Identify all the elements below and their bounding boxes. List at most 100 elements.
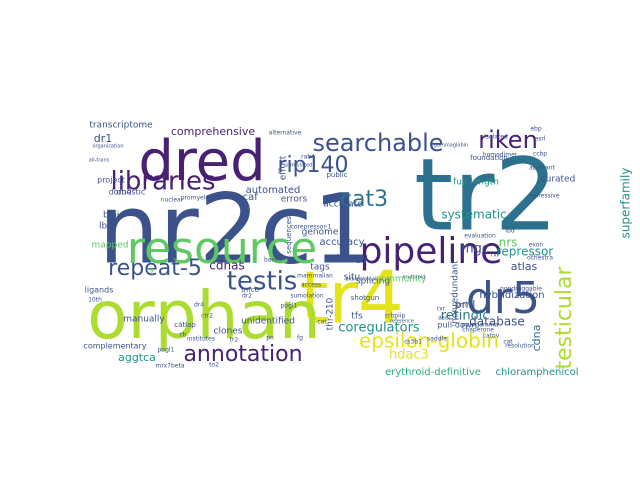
cloud-word-10th: 10th bbox=[88, 297, 102, 304]
cloud-word-fg: fg bbox=[297, 335, 303, 342]
cloud-word-catlap: catlap bbox=[174, 321, 196, 329]
cloud-word-pml: pml bbox=[455, 298, 476, 311]
cloud-word-rxr: rxr bbox=[437, 306, 446, 313]
cloud-word-systematic: systematic bbox=[441, 208, 506, 222]
cloud-word-thr-210: thr-210 bbox=[326, 297, 336, 330]
cloud-word-promyelocytic: promyelocytic bbox=[181, 195, 223, 202]
cloud-word-mapped: mapped bbox=[92, 241, 129, 251]
cloud-word-ontology: ontology bbox=[324, 253, 368, 264]
cloud-word-pogl1: pogl1 bbox=[281, 303, 298, 310]
cloud-word-cs3b1: cs3b1 bbox=[404, 339, 422, 346]
cloud-word-tfs: tfs bbox=[351, 312, 363, 322]
cloud-word-cat: cat bbox=[317, 319, 327, 326]
cloud-word-public: public bbox=[326, 171, 347, 179]
cloud-word-exon: exon bbox=[529, 242, 544, 249]
cloud-word-errors: errors bbox=[281, 195, 308, 205]
cloud-word-pipeline: pipeline bbox=[360, 231, 503, 272]
cloud-word-chaperone: chaperone bbox=[462, 327, 494, 334]
cloud-word-pml: pml bbox=[456, 302, 468, 309]
cloud-word-dr2: dr2 bbox=[242, 293, 252, 300]
cloud-word-chloramphenicol: chloramphenicol bbox=[495, 367, 578, 378]
cloud-word-resolution: resolution bbox=[505, 343, 535, 350]
cloud-word-nrs: nrs bbox=[499, 236, 518, 250]
cloud-word-coregulators: coregulators bbox=[338, 321, 420, 336]
cloud-word-transcriptome: transcriptome bbox=[89, 121, 153, 131]
cloud-word-orphan: orphan bbox=[87, 277, 321, 354]
cloud-word-shotgun: shotgun bbox=[351, 294, 379, 302]
cloud-word-rb: rb bbox=[180, 332, 186, 339]
cloud-word-genome: genome bbox=[302, 228, 339, 238]
cloud-word-tmc6: tmc6 bbox=[241, 286, 259, 294]
cloud-word-rab4: rab4 bbox=[301, 154, 315, 161]
cloud-word-organization: organization bbox=[92, 144, 123, 150]
cloud-word-effort: effort bbox=[279, 155, 289, 180]
cloud-word-mgc: mgc bbox=[461, 242, 489, 257]
cloud-word-retinoic: retinoic bbox=[441, 309, 490, 324]
cloud-word-repeat-5: repeat-5 bbox=[108, 256, 202, 281]
cloud-word-ochestra: ochestra bbox=[527, 255, 553, 262]
cloud-word-cdnas: cdnas bbox=[209, 259, 244, 273]
cloud-word-reference: reference bbox=[390, 319, 414, 325]
cloud-word-cat3: cat3 bbox=[340, 187, 388, 212]
cloud-word-aggtca: aggtca bbox=[118, 351, 156, 364]
cloud-word-bidirectional: bidirectional bbox=[346, 277, 377, 283]
cloud-word-to2: to2 bbox=[209, 362, 219, 369]
cloud-word-testis: testis bbox=[227, 267, 298, 297]
cloud-word-lbd: lbd bbox=[505, 228, 514, 235]
cloud-word-lbd: lbd bbox=[99, 222, 113, 232]
cloud-word-automated: automated bbox=[246, 185, 301, 196]
cloud-word-tr4: tr4 bbox=[300, 256, 404, 340]
cloud-word-pogl1: pogl1 bbox=[158, 347, 175, 354]
cloud-word-rs: rs bbox=[146, 266, 153, 275]
cloud-word-pull-down: pull-down bbox=[437, 321, 476, 330]
cloud-word-repressive: repressive bbox=[528, 193, 559, 200]
cloud-word-clones: clones bbox=[214, 327, 243, 337]
cloud-word-stimulated: stimulated bbox=[286, 163, 313, 169]
cloud-word-cdna: cdna bbox=[530, 325, 543, 352]
cloud-word-repressor: repressor bbox=[497, 245, 554, 259]
cloud-word-manually: manually bbox=[123, 315, 165, 325]
cloud-word-saddle: saddle bbox=[427, 336, 447, 343]
cloud-word-isolated: isolated bbox=[484, 134, 508, 141]
cloud-word-rip140: rip140 bbox=[277, 153, 348, 178]
cloud-word-all-trans: all-trans bbox=[89, 158, 110, 164]
cloud-word-nondruggable: nondruggable bbox=[500, 286, 542, 293]
cloud-word-gammaglobin: gammaglobin bbox=[434, 143, 468, 149]
cloud-word-foundation: foundation bbox=[470, 154, 508, 162]
cloud-word-mrx7beta: mrx7beta bbox=[155, 363, 184, 370]
cloud-word-hdac3: hdac3 bbox=[389, 348, 429, 363]
cloud-word-tags: tags bbox=[310, 263, 330, 273]
cloud-word-searchable: searchable bbox=[312, 129, 443, 157]
cloud-word-libraries: libraries bbox=[110, 167, 215, 197]
cloud-word-erythroid-definitive: erythroid-definitive bbox=[385, 367, 481, 378]
cloud-word-nonredundant: nonredundant bbox=[451, 260, 461, 324]
cloud-word-splicing: splicing bbox=[356, 277, 390, 287]
cloud-word-unidentified: unidentified bbox=[241, 317, 295, 327]
cloud-word-project: project bbox=[97, 176, 125, 185]
cloud-word-access: access bbox=[301, 282, 321, 289]
cloud-word-community: community bbox=[376, 275, 427, 285]
cloud-word-esrl: esrl bbox=[535, 136, 546, 143]
cloud-word-ccbp: ccbp bbox=[533, 151, 547, 158]
cloud-word-evaluation: evaluation bbox=[464, 233, 496, 240]
cloud-word-testicular: testicular bbox=[552, 266, 577, 370]
cloud-word-sumolation: sumolation bbox=[290, 293, 323, 300]
cloud-word-bioid: bioid bbox=[103, 211, 125, 221]
cloud-word-superfamily: superfamily bbox=[619, 168, 633, 239]
cloud-word-accuracy: accuracy bbox=[319, 237, 364, 248]
cloud-word-tr2: tr2 bbox=[414, 136, 558, 253]
cloud-word-situ: situ bbox=[344, 273, 360, 283]
cloud-word-mammalian: mammalian bbox=[297, 273, 333, 280]
cloud-word-ervthroid: ervthroid bbox=[403, 275, 426, 281]
cloud-word-dbd: dbd bbox=[116, 188, 131, 197]
cloud-word-atlas: atlas bbox=[511, 260, 538, 273]
cloud-word-ebp: ebp bbox=[530, 126, 542, 133]
cloud-word-full-length: full-length bbox=[453, 178, 499, 188]
cloud-word-tr2: tr2 bbox=[230, 337, 239, 344]
cloud-word-institutes: institutes bbox=[187, 336, 215, 343]
cloud-word-curated: curated bbox=[541, 175, 576, 185]
cloud-word-riken: riken bbox=[478, 126, 538, 154]
cloud-word-cat: cat bbox=[503, 339, 513, 346]
cloud-word-dr4: dr4 bbox=[194, 302, 204, 309]
